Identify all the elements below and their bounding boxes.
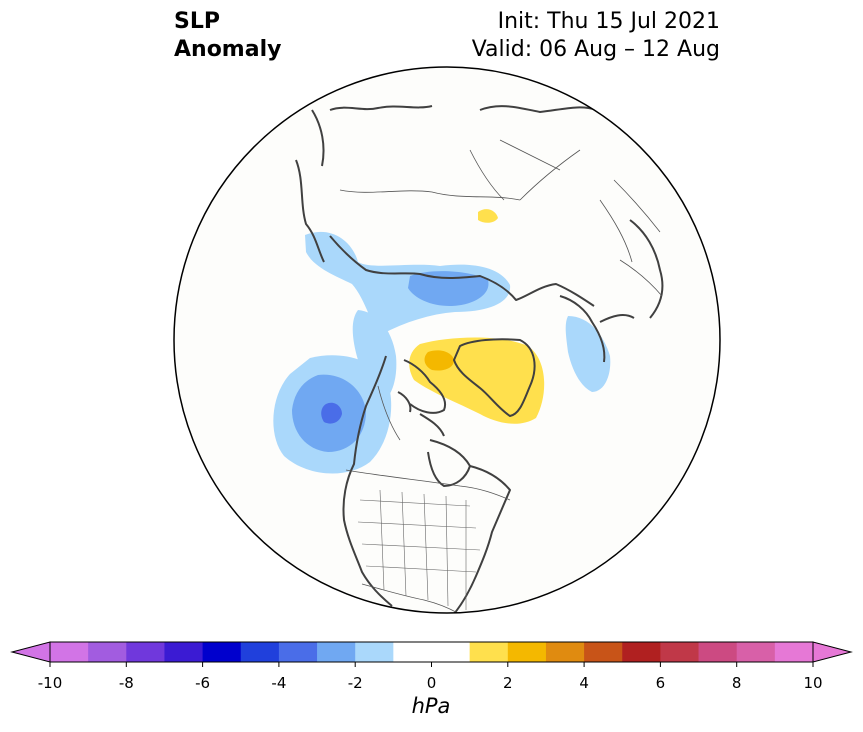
coast-greenland: [453, 338, 536, 417]
anomaly-canada-low: [352, 310, 397, 404]
coast-north-america-east: [453, 465, 511, 613]
map-title: SLP Anomaly: [174, 8, 281, 64]
colorbar-tick-label: 0: [426, 674, 437, 692]
colorbar-segment: [431, 642, 471, 662]
init-date: Init: Thu 15 Jul 2021: [497, 9, 720, 34]
colorbar-tick-label: 2: [503, 674, 513, 692]
colorbar-segment: [774, 642, 814, 662]
colorbar-segments: [10, 641, 853, 663]
border-alaska-canada: [377, 385, 401, 441]
border-central-asia: [469, 139, 581, 201]
coast-siberia-north: [329, 235, 595, 307]
coast-hudson-bay: [427, 439, 471, 487]
map-boundary: [173, 66, 721, 614]
anomaly-fills: [273, 209, 611, 474]
polar-map: [173, 66, 721, 614]
colorbar-segment: [736, 642, 776, 662]
anomaly-siberia-inner: [408, 271, 489, 306]
colorbar-tick-label: -6: [195, 674, 211, 692]
border-russia-china: [339, 189, 521, 201]
colorbar-segment: [317, 642, 356, 662]
colorbar-tick-label: -4: [271, 674, 287, 692]
colorbar-segment: [393, 642, 432, 662]
anomaly-alaska-core: [321, 402, 342, 424]
border-canada-us: [345, 469, 511, 501]
colorbar-tick-label: 6: [655, 674, 666, 692]
colorbar-segment: [202, 642, 242, 662]
colorbar-segment: [355, 642, 394, 662]
colorbar-tick-label: 8: [731, 674, 742, 692]
coast-scandinavia: [559, 295, 635, 363]
colorbar-tick-label: 10: [803, 674, 823, 692]
colorbar-segment: [469, 642, 509, 662]
colorbar-unit-label: hPa: [411, 694, 451, 718]
coast-russia-upper: [329, 105, 597, 113]
colorbar-segment: [698, 642, 738, 662]
coastlines: [295, 105, 664, 613]
colorbar-tick-label: -10: [37, 674, 63, 692]
colorbar-segment: [50, 642, 89, 662]
colorbar-segment: [164, 642, 204, 662]
title-line-1: SLP: [174, 9, 220, 34]
colorbar-extend-low: [10, 641, 51, 663]
colorbar-tick-label: -8: [118, 674, 134, 692]
colorbar-extend-high: [812, 641, 853, 663]
border-europe: [599, 179, 663, 297]
colorbar-segment: [660, 642, 700, 662]
coast-north-america-west: [342, 355, 393, 607]
colorbar-tick-label: -2: [347, 674, 363, 692]
colorbar-segment: [622, 642, 661, 662]
border-us-mexico: [361, 583, 467, 613]
us-state-borders: [357, 489, 481, 610]
colorbar-segment: [545, 642, 585, 662]
colorbar-segment: [507, 642, 547, 662]
colorbar-segment: [584, 642, 623, 662]
title-line-2: Anomaly: [174, 37, 282, 62]
anomaly-greenland-core: [424, 350, 454, 371]
colorbar-tick-label: 4: [579, 674, 589, 692]
colorbar-segment: [88, 642, 127, 662]
date-info: Init: Thu 15 Jul 2021 Valid: 06 Aug – 12…: [472, 8, 720, 64]
colorbar-segment: [240, 642, 280, 662]
anomaly-siberia-outer: [305, 231, 511, 335]
colorbar-segment: [126, 642, 165, 662]
country-borders: [339, 139, 663, 613]
coast-europe-west: [629, 219, 664, 319]
coast-canadian-archipelago: [397, 359, 446, 437]
anomaly-russia-high: [478, 209, 498, 223]
colorbar-segment: [278, 642, 318, 662]
coast-asia-east: [295, 109, 325, 263]
colorbar-ticks: [49, 662, 814, 667]
valid-range: Valid: 06 Aug – 12 Aug: [471, 37, 720, 62]
colorbar: [10, 641, 853, 667]
